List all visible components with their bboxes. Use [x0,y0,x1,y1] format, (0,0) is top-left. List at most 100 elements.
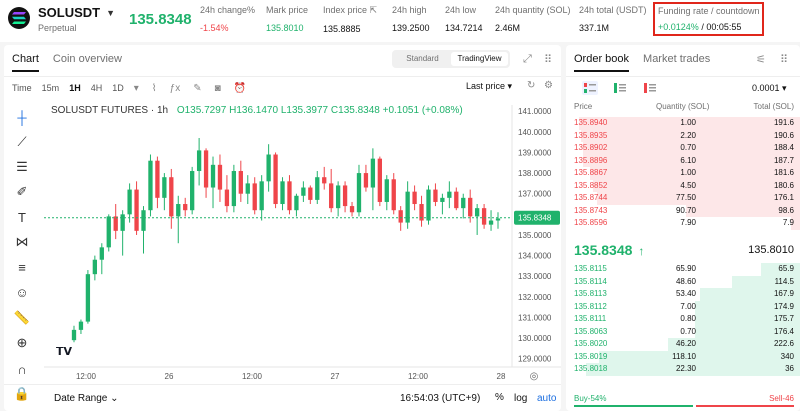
zoom-in-icon[interactable]: ⊕ [16,335,28,350]
ask-row[interactable]: 135.8896 6.10 187.7 [566,154,800,167]
ask-row[interactable]: 135.8935 2.20 190.6 [566,129,800,142]
interval-1d[interactable]: 1D [112,83,124,93]
stat-label: 24h low [445,5,477,15]
row-price: 135.8112 [574,301,607,311]
tab-market-trades[interactable]: Market trades [643,53,711,65]
trendline-icon[interactable]: ⟋ [17,134,27,149]
settings-icon[interactable]: ⚙ [544,80,553,91]
tab-coin-overview[interactable]: Coin overview [52,53,122,65]
row-quantity: 0.80 [680,314,696,323]
depth-bar [581,129,800,142]
alarm-icon[interactable]: ⏰ [233,82,247,94]
solana-logo-icon [8,7,30,29]
layout-bids-icon[interactable] [612,81,628,95]
log-scale-toggle[interactable]: log [514,393,528,404]
price-source-select[interactable]: Last price ▾ [466,81,512,92]
bid-row[interactable]: 135.8114 48.60 114.5 [566,275,800,288]
bid-row[interactable]: 135.8113 53.40 167.9 [566,288,800,301]
layout-both-icon[interactable] [582,81,598,95]
date-range-select[interactable]: Date Range ⌄ [54,393,119,404]
candle-body [238,171,243,194]
fib-icon[interactable]: ≡ [18,259,26,275]
ask-row[interactable]: 135.8902 0.70 188.4 [566,142,800,155]
candle-body [433,189,438,202]
ask-row[interactable]: 135.8744 77.50 176.1 [566,192,800,205]
camera-icon[interactable]: ◙ [214,82,221,94]
stat-index-price[interactable]: Index price ⇱ 135.8885 [323,5,377,34]
row-price: 135.8111 [574,314,607,323]
row-price: 135.8896 [574,155,608,165]
ruler-icon[interactable]: 📏 [13,310,31,325]
expand-icon[interactable]: ⤢ [523,53,532,65]
row-price: 135.8114 [574,276,607,286]
candlestick-chart[interactable]: 141.0000 140.0000 139.0000 138.0000 137.0000… [44,105,561,382]
bid-row[interactable]: 135.8115 65.90 65.9 [566,263,800,276]
external-link-icon[interactable]: ⇱ [369,5,378,15]
ask-row[interactable]: 135.8940 1.00 191.6 [566,117,800,130]
row-price: 135.8744 [574,193,608,202]
bid-row[interactable]: 135.8112 7.00 174.9 [566,300,800,313]
row-quantity: 1.00 [680,118,696,127]
ask-row[interactable]: 135.8743 90.70 98.6 [566,204,800,217]
view-standard[interactable]: Standard [406,54,439,63]
interval-time[interactable]: Time [12,83,32,93]
lock-icon[interactable]: 🔒 [13,386,31,401]
mid-price: 135.8348 [574,242,633,258]
auto-scale-toggle[interactable]: auto [537,393,557,404]
interval-1h[interactable]: 1H [69,83,81,93]
orderbook-panel: Order book Market trades ⚟ ⠿ 0.0001 ▾ Pr… [566,45,800,411]
row-total: 167.9 [773,289,794,298]
interval-15m[interactable]: 15m [41,83,60,93]
bid-row[interactable]: 135.8019 118.10 340 [566,350,800,363]
candle-body [398,210,403,223]
bid-row[interactable]: 135.8111 0.80 175.7 [566,313,800,326]
depth-bar [667,338,800,351]
magnet-icon[interactable]: ∩ [17,361,27,377]
tab-order-book[interactable]: Order book [574,53,630,72]
ask-row[interactable]: 135.8852 4.50 180.6 [566,179,800,192]
caret-down-icon[interactable]: ▼ [106,7,116,18]
ask-row[interactable]: 135.8596 7.90 7.9 [566,217,800,230]
text-tool-icon[interactable]: T [18,209,26,225]
emoji-icon[interactable]: ☺ [15,284,29,300]
crosshair-icon[interactable]: ┼ [17,109,27,125]
layout-asks-icon[interactable] [642,81,658,95]
depth-bar [592,179,800,192]
horizontal-lines-icon[interactable]: ☰ [16,159,28,174]
time-tick-label: 12:00 [76,372,97,381]
refresh-icon[interactable]: ↻ [527,80,536,91]
brush-icon[interactable]: ✐ [16,184,28,199]
pencil-icon[interactable]: ✎ [193,82,202,94]
funding-rate: +0.0124% [658,22,699,32]
candle-body [259,181,264,211]
bid-row[interactable]: 135.8020 46.20 222.6 [566,338,800,351]
arrow-up-icon: ↑ [638,244,645,258]
percent-scale-toggle[interactable]: % [495,392,504,403]
drag-grip-icon[interactable]: ⠿ [544,54,553,66]
price-tick-label: 134.0000 [518,252,552,261]
candle-body [127,189,132,215]
stat-value: 139.2500 [392,23,430,33]
symbol-selector[interactable]: SOLUSDT ▼ Perpetual [8,5,115,33]
bid-row[interactable]: 135.8063 0.70 176.4 [566,325,800,338]
depth-bar [599,350,800,363]
pattern-icon[interactable]: ⋈ [15,234,29,249]
candle-body [273,154,278,205]
interval-4h[interactable]: 4H [90,83,103,93]
view-tradingview[interactable]: TradingView [451,52,508,66]
interval-dropdown-icon[interactable]: ▾ [133,82,139,94]
candle-body [495,218,501,221]
chart-clock: 16:54:03 (UTC+9) [400,393,481,404]
candle-body [210,164,216,188]
precision-select[interactable]: 0.0001 ▾ [752,83,787,94]
tab-chart[interactable]: Chart [12,53,39,72]
depth-bar [597,192,800,205]
depth-bar [686,204,800,217]
header-quantity: Quantity (SOL) [656,102,710,111]
indicators-icon[interactable]: ƒx [169,82,181,94]
candle-type-icon[interactable]: ⌇ [151,82,157,94]
drag-grip-icon[interactable]: ⠿ [780,54,789,66]
ask-row[interactable]: 135.8867 1.00 181.6 [566,167,800,180]
bid-row[interactable]: 135.8018 22.30 36 [566,363,800,376]
filter-settings-icon[interactable]: ⚟ [756,54,766,66]
